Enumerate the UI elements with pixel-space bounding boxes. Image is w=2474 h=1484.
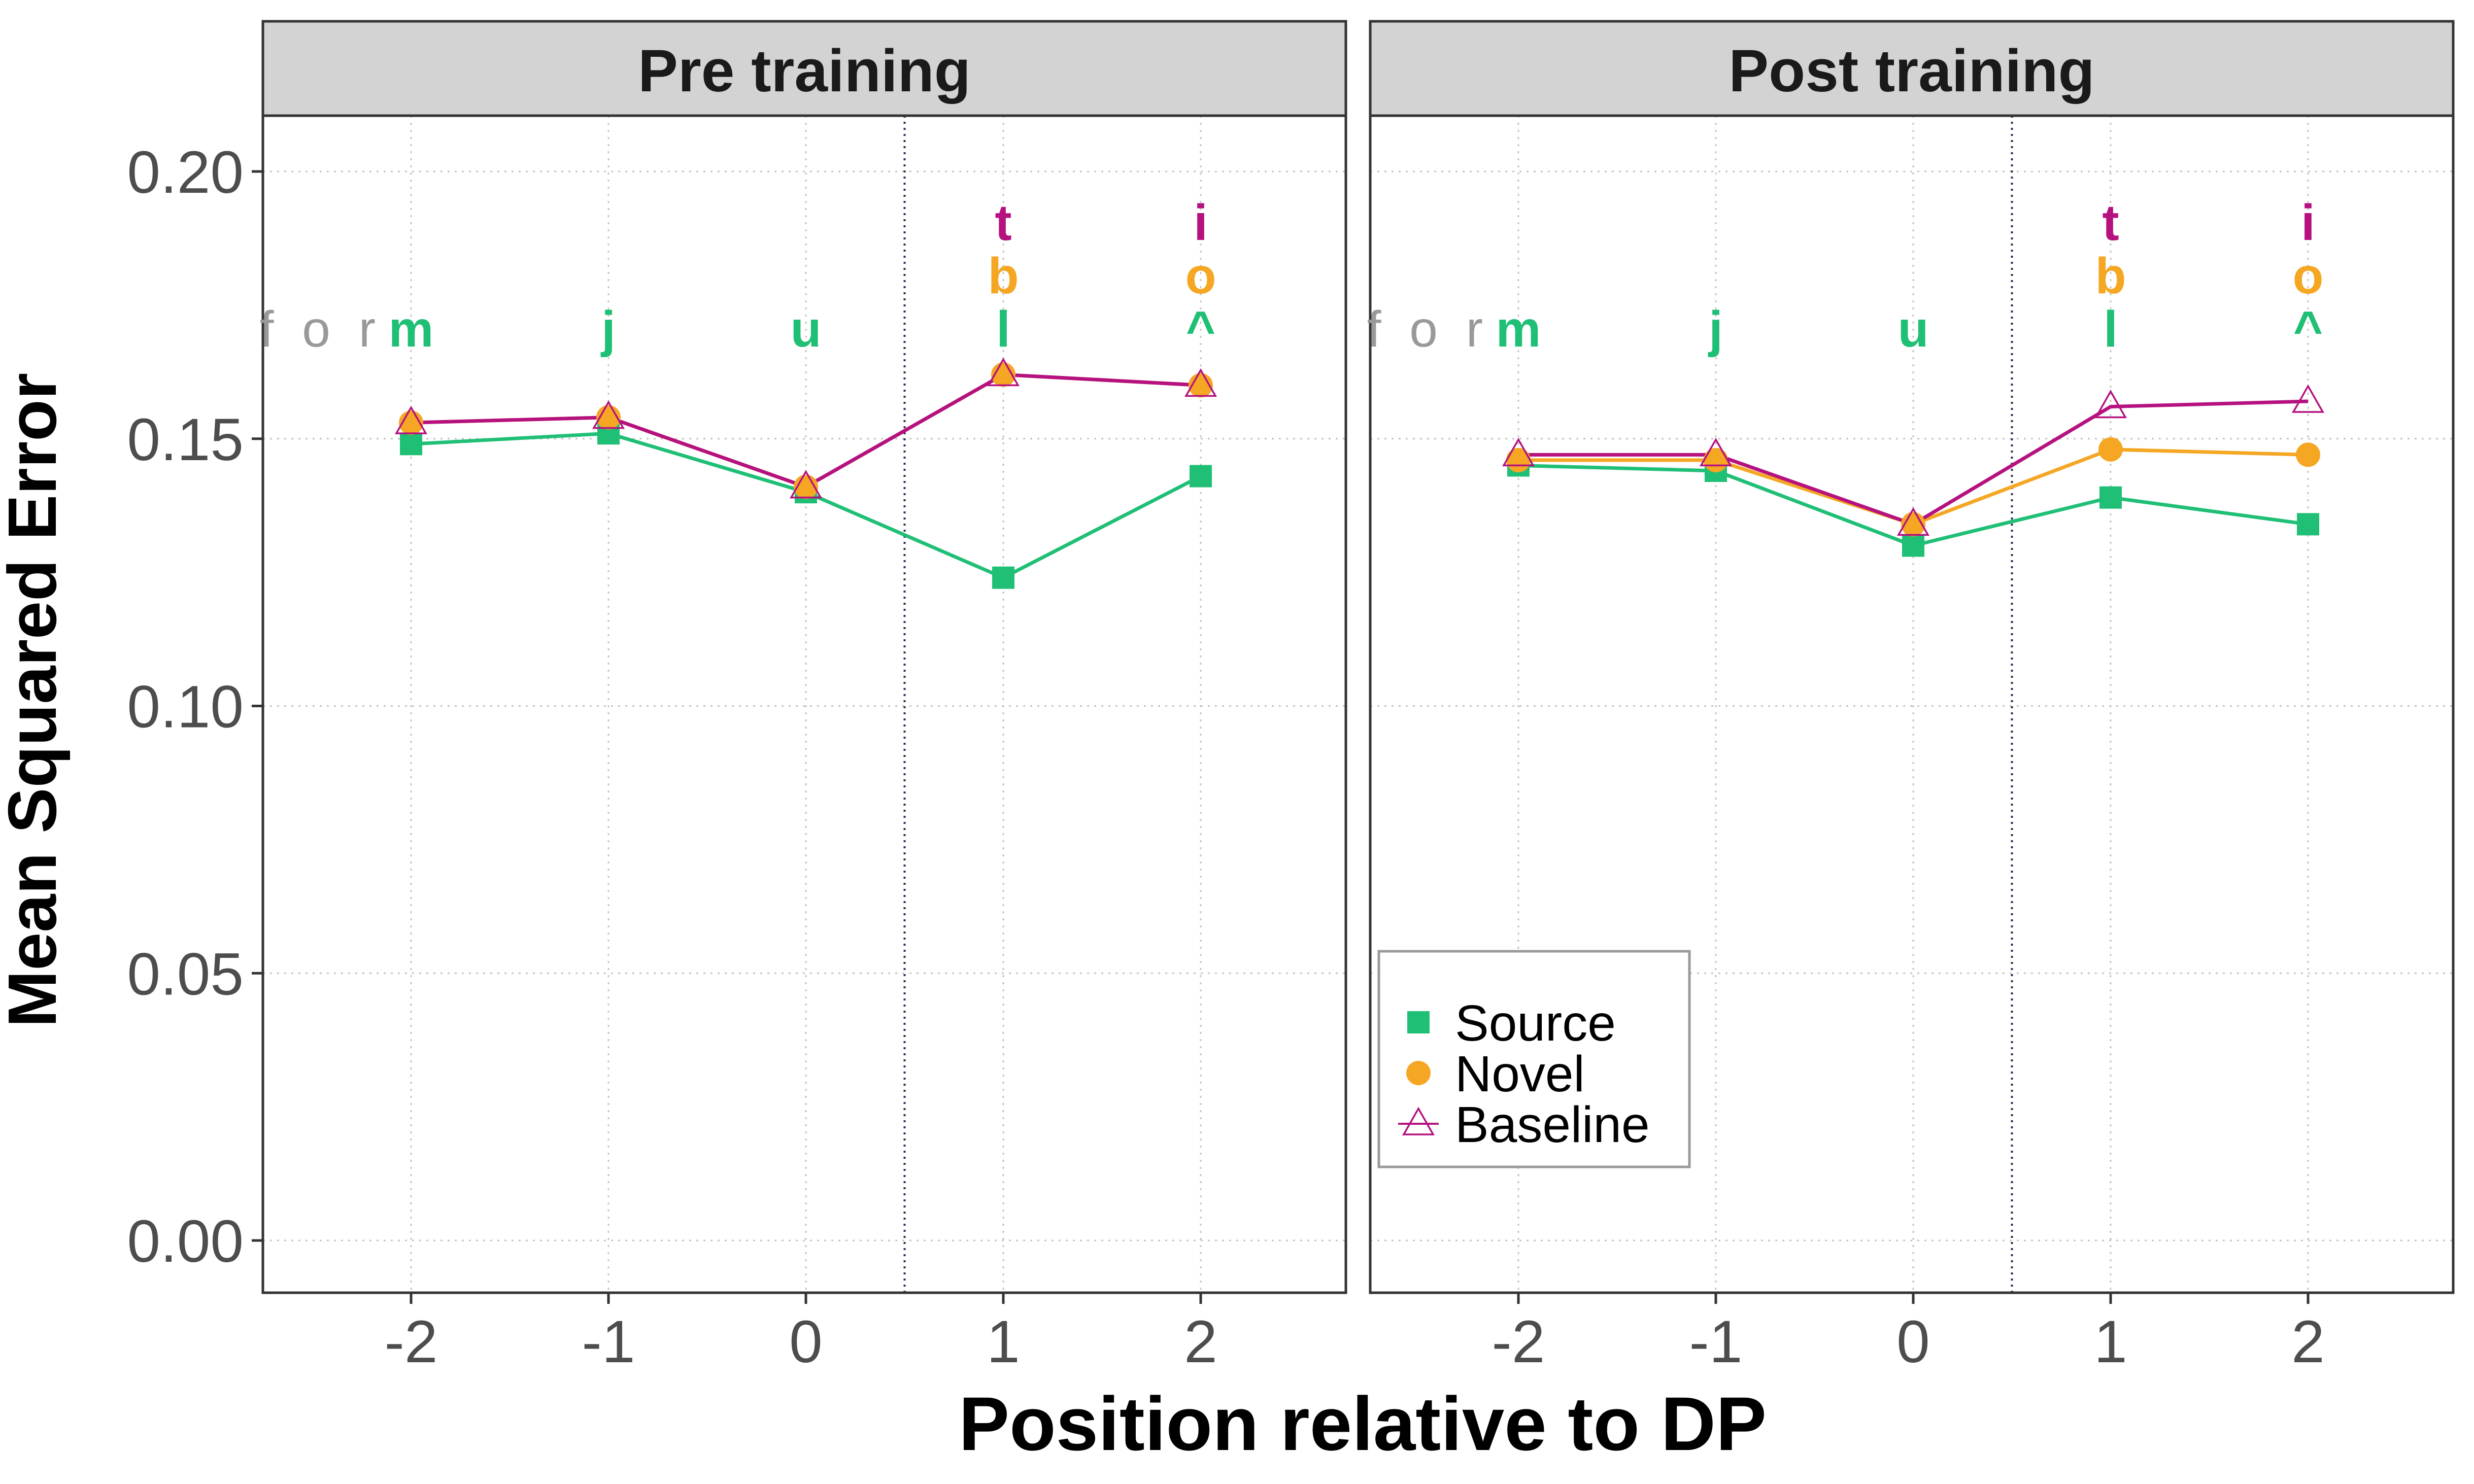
legend-label-novel: Novel (1455, 1046, 1585, 1102)
x-tick-label: -2 (1492, 1308, 1545, 1375)
source-phoneme-label: j (1708, 301, 1723, 358)
panel-title: Pre training (638, 38, 971, 105)
panels-layer: Pre training -2 -1 0 1 2 0.00 0.05 0.10 0.15 0.20 f… (127, 20, 2455, 1375)
y-tick-label: 0.10 (127, 674, 244, 741)
source-phoneme-label: u (790, 301, 821, 358)
x-tick-label: 2 (1184, 1308, 1217, 1375)
novel-phoneme-label: b (2095, 248, 2126, 304)
data-point-source (2099, 486, 2122, 509)
y-tick-label: 0.05 (127, 941, 244, 1008)
data-point-novel (1506, 447, 1531, 472)
y-tick-label: 0.20 (127, 139, 244, 206)
baseline-phoneme-label: i (2301, 194, 2315, 251)
x-tick-label: 0 (1896, 1308, 1930, 1375)
baseline-phoneme-label: t (2102, 194, 2119, 251)
data-point-novel (1704, 447, 1728, 472)
y-tick-label: 0.00 (127, 1208, 244, 1275)
data-point-source (400, 433, 422, 456)
data-point-baseline (592, 400, 625, 429)
y-axis-title: Mean Squared Error (0, 373, 71, 1027)
legend-key-baseline (1402, 1107, 1435, 1135)
source-phoneme-label: l (2104, 301, 2118, 358)
source-phoneme-label: ^ (2293, 301, 2323, 358)
plot-area (263, 116, 1346, 1293)
data-point-source (992, 566, 1014, 589)
baseline-phoneme-label: i (1194, 194, 1208, 251)
source-phoneme-label: m (389, 301, 434, 358)
panel-strip (1369, 20, 2455, 117)
data-point-baseline (1502, 437, 1535, 467)
x-axis-title: Position relative to DP (959, 1381, 1767, 1466)
baseline-phoneme-label: t (995, 194, 1011, 251)
y-tick-label: 0.15 (127, 406, 244, 473)
data-point-novel (2296, 442, 2320, 467)
x-tick-label: 2 (2291, 1308, 2325, 1375)
data-point-novel (2098, 437, 2123, 462)
data-point-source (1902, 534, 1924, 557)
x-tick-label: 1 (987, 1308, 1020, 1375)
novel-phoneme-label: o (2292, 248, 2323, 304)
data-point-baseline (394, 405, 428, 434)
x-tick-label: -1 (1689, 1308, 1743, 1375)
source-phoneme-label: ^ (1186, 301, 1215, 358)
x-tick-label: 1 (2094, 1308, 2127, 1375)
data-point-baseline (1896, 507, 1930, 536)
panel-pre-training: Pre training -2 -1 0 1 2 0.00 0.05 0.10 0.15 0.20 f… (127, 20, 1347, 1375)
x-tick-label: -2 (385, 1308, 438, 1375)
panel-title: Post training (1729, 38, 2094, 105)
panel-post-training: Post training -2 -1 0 1 2 f o r m j u lbt ^oi Source… (1367, 20, 2455, 1375)
panel-strip (261, 20, 1347, 117)
data-point-baseline (1184, 368, 1217, 397)
novel-phoneme-label: o (1185, 248, 1216, 304)
x-tick-label: -1 (582, 1308, 635, 1375)
source-phoneme-label: u (1897, 301, 1928, 358)
data-point-baseline (2094, 389, 2127, 419)
data-point-baseline (1699, 437, 1733, 467)
legend-key-source (1407, 1011, 1430, 1033)
data-point-source (2297, 513, 2319, 536)
data-point-baseline (789, 470, 823, 499)
legend-label-source: Source (1455, 995, 1616, 1052)
context-letters: f o r (260, 301, 383, 358)
data-point-source (1190, 465, 1212, 488)
data-point-baseline (2291, 384, 2325, 413)
novel-phoneme-label: b (988, 248, 1019, 304)
context-letters: f o r (1367, 301, 1490, 358)
panel-border (1369, 114, 2455, 1294)
data-point-baseline (987, 357, 1020, 387)
legend-label-baseline: Baseline (1455, 1096, 1650, 1153)
panel-border (261, 114, 1347, 1294)
legend-key-novel (1406, 1061, 1431, 1085)
source-phoneme-label: j (600, 301, 616, 358)
source-phoneme-label: m (1496, 301, 1541, 358)
x-tick-label: 0 (789, 1308, 823, 1375)
source-phoneme-label: l (996, 301, 1010, 358)
